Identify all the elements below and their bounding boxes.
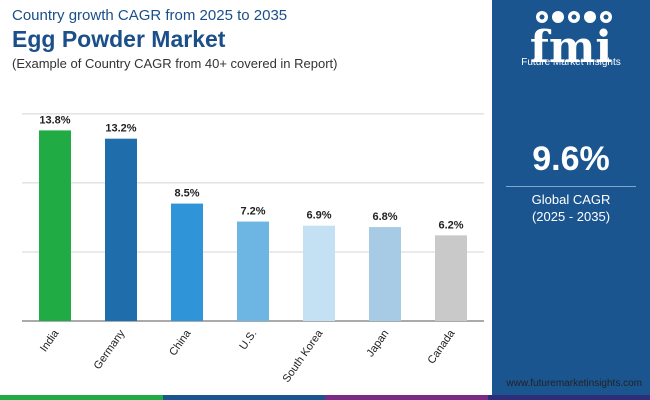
value-label: 7.2%: [240, 206, 265, 218]
chart-subtitle: Country growth CAGR from 2025 to 2035: [12, 7, 288, 24]
fmi-logo-icon: fmi: [530, 11, 612, 66]
bar-chart: 13.8% India 13.2% Germany 8.5% China 7.2% U.S. 6…: [22, 113, 484, 385]
strip-segment-blue: [162, 395, 325, 400]
bar-u-s-: [237, 221, 269, 321]
logo-caption: Future Market Insights: [521, 57, 621, 68]
side-panel: fmi Future Market Insights 9.6% Global C…: [492, 0, 650, 400]
value-label: 6.2%: [438, 219, 463, 231]
bar-india: [39, 130, 71, 321]
strip-segment-navy: [487, 395, 650, 400]
value-label: 13.2%: [105, 123, 136, 135]
bar-south-korea: [303, 225, 335, 321]
category-label: India: [38, 327, 62, 354]
value-label: 8.5%: [174, 188, 199, 200]
bottom-color-strip: [0, 395, 650, 400]
logo-wordmark: fmi: [530, 22, 612, 66]
value-label: 6.9%: [306, 210, 331, 222]
global-cagr-value: 9.6%: [532, 140, 610, 178]
chart-note: (Example of Country CAGR from 40+ covere…: [12, 56, 338, 71]
strip-segment-green: [0, 395, 163, 400]
category-label: U.S.: [237, 328, 259, 352]
category-label: Canada: [426, 327, 458, 366]
bar-germany: [105, 138, 137, 321]
website-link[interactable]: www.futuremarketinsights.com: [506, 378, 642, 389]
bar-china: [171, 203, 203, 321]
category-label: South Korea: [281, 327, 326, 385]
bar-canada: [435, 235, 467, 321]
value-label: 13.8%: [39, 114, 70, 126]
bar-japan: [369, 227, 401, 321]
strip-segment-purple: [325, 395, 488, 400]
global-cagr-period: (2025 - 2035): [531, 209, 611, 224]
category-label: China: [167, 327, 194, 358]
chart-title: Egg Powder Market: [12, 26, 226, 52]
category-label: Japan: [364, 328, 391, 359]
category-label: Germany: [92, 327, 128, 371]
global-cagr-label: Global CAGR: [531, 192, 611, 207]
value-label: 6.8%: [372, 211, 397, 223]
cagr-divider: [506, 186, 636, 187]
